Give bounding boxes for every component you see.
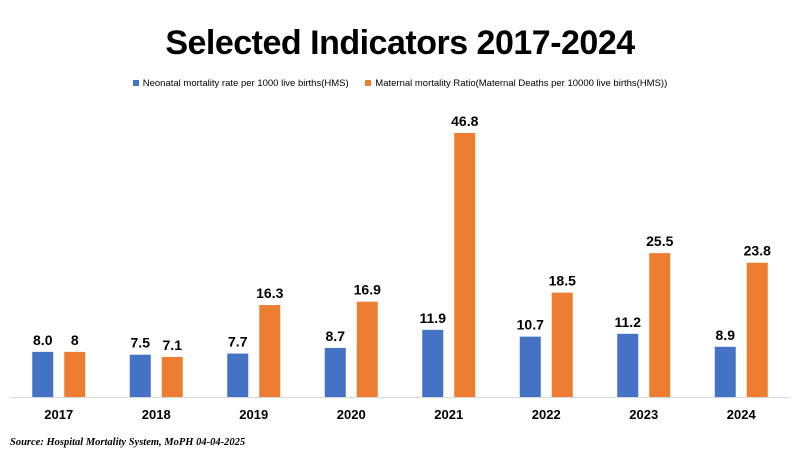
data-label-maternal-2018: 7.1: [163, 337, 183, 353]
bar-neonatal-2023: [617, 333, 639, 397]
data-label-maternal-2022: 18.5: [549, 273, 576, 289]
legend-item-neonatal: Neonatal mortality rate per 1000 live bi…: [132, 78, 349, 89]
data-label-neonatal-2020: 8.7: [326, 328, 346, 344]
data-label-maternal-2021: 46.8: [451, 113, 478, 129]
x-tick-label-2018: 2018: [142, 407, 171, 422]
data-label-maternal-2024: 23.8: [744, 243, 771, 259]
legend-swatch-maternal: [365, 80, 372, 86]
source-note: Source: Hospital Mortality System, MoPH …: [10, 437, 246, 448]
bar-neonatal-2017: [32, 351, 54, 397]
legend: Neonatal mortality rate per 1000 live bi…: [0, 78, 800, 89]
data-label-maternal-2023: 25.5: [646, 233, 673, 249]
data-label-neonatal-2019: 7.7: [228, 334, 248, 350]
data-label-maternal-2020: 16.9: [354, 282, 381, 298]
x-tick-label-2019: 2019: [239, 407, 268, 422]
legend-swatch-neonatal: [132, 80, 139, 86]
data-label-maternal-2017: 8: [71, 332, 79, 348]
bar-neonatal-2020: [324, 347, 346, 397]
chart-title: Selected Indicators 2017-2024: [165, 24, 635, 62]
data-label-neonatal-2022: 10.7: [517, 317, 544, 333]
x-tick-label-2024: 2024: [727, 407, 757, 422]
data-label-neonatal-2021: 11.9: [420, 310, 447, 326]
x-tick-label-2021: 2021: [434, 407, 463, 422]
x-tick-label-2017: 2017: [44, 407, 73, 422]
bar-maternal-2022: [551, 292, 573, 397]
bar-neonatal-2021: [422, 329, 444, 397]
data-label-maternal-2019: 16.3: [256, 285, 283, 301]
x-tick-label-2022: 2022: [532, 407, 561, 422]
bar-neonatal-2022: [519, 336, 541, 397]
data-label-neonatal-2017: 8.0: [33, 332, 53, 348]
bar-neonatal-2018: [129, 354, 151, 397]
bar-maternal-2019: [259, 305, 281, 397]
x-tick-label-2023: 2023: [629, 407, 658, 422]
bar-maternal-2024: [746, 262, 768, 397]
legend-label-neonatal: Neonatal mortality rate per 1000 live bi…: [142, 78, 349, 89]
data-label-neonatal-2023: 11.2: [615, 314, 642, 330]
bar-maternal-2020: [356, 301, 378, 397]
data-label-neonatal-2018: 7.5: [131, 335, 151, 351]
legend-item-maternal: Maternal mortality Ratio(Maternal Deaths…: [365, 78, 667, 89]
legend-label-maternal: Maternal mortality Ratio(Maternal Deaths…: [375, 78, 668, 89]
bar-neonatal-2024: [714, 346, 736, 397]
bar-maternal-2018: [161, 356, 183, 397]
x-tick-label-2020: 2020: [337, 407, 366, 422]
bar-neonatal-2019: [227, 353, 249, 397]
bar-maternal-2017: [64, 351, 86, 397]
bar-maternal-2023: [649, 253, 671, 397]
bar-maternal-2021: [454, 133, 476, 397]
data-label-neonatal-2024: 8.9: [716, 327, 736, 343]
